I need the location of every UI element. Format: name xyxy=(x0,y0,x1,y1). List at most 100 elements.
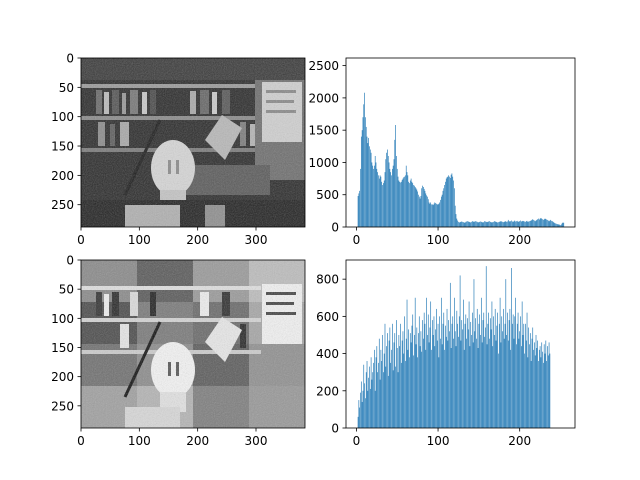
y-tick-label: 0 xyxy=(331,221,339,235)
y-tick-label: 50 xyxy=(59,81,74,95)
histogram-bar xyxy=(482,320,484,428)
histogram-bar xyxy=(466,338,467,428)
histogram-bar xyxy=(476,221,477,227)
histogram-bar xyxy=(469,222,471,227)
histogram-bar xyxy=(363,364,365,428)
histogram-bar xyxy=(374,390,376,428)
histogram-bar xyxy=(510,221,512,227)
histogram-bar xyxy=(417,357,418,428)
histogram-bar xyxy=(394,333,396,428)
histogram-bar xyxy=(409,357,410,428)
histogram-bar xyxy=(518,338,520,428)
histogram-bar xyxy=(521,221,522,227)
histogram-bar xyxy=(362,117,364,227)
histogram-bar xyxy=(375,357,377,428)
histogram-bar xyxy=(426,297,427,428)
histogram-bar xyxy=(368,137,369,227)
histogram-bar xyxy=(417,191,418,227)
histogram-bar xyxy=(468,221,470,227)
histogram-bar xyxy=(454,297,455,428)
histogram-bar xyxy=(377,172,378,227)
histogram-bar xyxy=(390,172,392,227)
histogram-bar xyxy=(511,268,512,428)
histogram-bar xyxy=(431,349,432,428)
histogram-bar xyxy=(507,312,508,428)
histogram-bar xyxy=(459,275,461,428)
histogram-bar xyxy=(500,342,502,428)
histogram-bar xyxy=(486,222,488,227)
x-tick-label: 0 xyxy=(353,233,361,247)
histogram-bar xyxy=(459,222,461,227)
histogram-bar xyxy=(537,340,538,428)
histogram-bar xyxy=(445,336,447,428)
histogram-bar xyxy=(457,323,458,428)
histogram-bar xyxy=(379,175,381,227)
histogram-bar xyxy=(383,372,384,428)
histogram-bar xyxy=(396,320,397,428)
histogram-bar xyxy=(485,327,486,428)
histogram-bar xyxy=(479,221,481,227)
histogram-bar xyxy=(430,202,432,227)
y-tick-label: 0 xyxy=(331,422,339,436)
histogram-bar xyxy=(475,221,476,227)
histogram-bar xyxy=(536,348,538,428)
histogram-bar xyxy=(422,320,423,428)
y-tick-label: 250 xyxy=(51,198,74,212)
histogram-bar xyxy=(529,221,530,227)
histogram-bar xyxy=(408,181,409,227)
axes-frame xyxy=(80,57,306,228)
histogram-bar xyxy=(415,188,417,227)
histogram-bar xyxy=(413,355,414,428)
histogram-bar xyxy=(561,224,562,227)
histogram-bar xyxy=(508,221,510,227)
histogram-bar xyxy=(531,338,533,428)
histogram-bar xyxy=(470,321,472,428)
histogram-bar xyxy=(374,349,375,428)
histogram-bar xyxy=(532,327,534,428)
histogram-bar xyxy=(460,221,462,227)
histogram-bar xyxy=(409,183,410,227)
histogram-bar xyxy=(435,203,436,227)
histogram-bar xyxy=(430,301,432,428)
axes-frame xyxy=(80,259,306,429)
histogram-bar xyxy=(454,188,455,227)
histogram-bar xyxy=(447,176,449,227)
histogram-bar xyxy=(498,221,500,227)
histogram-bar xyxy=(512,314,514,428)
histogram-bar xyxy=(477,222,479,227)
histogram-bar xyxy=(556,223,557,227)
histogram-bar xyxy=(432,334,434,428)
histogram-bar xyxy=(384,323,386,428)
histogram-bar xyxy=(453,180,454,227)
histogram-bar xyxy=(483,312,485,428)
histogram-bar xyxy=(483,222,485,227)
histogram-bar xyxy=(494,308,496,428)
histogram-bar xyxy=(448,175,449,227)
histogram-bar xyxy=(481,342,483,428)
histogram-bar xyxy=(380,176,382,227)
histogram-bar xyxy=(499,297,501,428)
y-tick-label: 600 xyxy=(316,310,339,324)
histogram-bar xyxy=(498,222,499,227)
histogram-bar xyxy=(380,349,382,428)
histogram-bar xyxy=(432,205,434,227)
histogram-bar xyxy=(396,155,397,227)
histogram-bar xyxy=(369,146,370,227)
histogram-bar xyxy=(521,221,523,227)
histogram-bar xyxy=(418,196,420,227)
histogram-bar xyxy=(433,316,435,428)
histogram-bar xyxy=(545,340,547,428)
histogram-bar xyxy=(414,334,415,428)
y-tick-label: 200 xyxy=(51,370,74,384)
histogram-bar xyxy=(498,323,500,428)
histogram-bar xyxy=(398,180,400,227)
histogram-bar xyxy=(534,355,536,428)
histogram-bar xyxy=(450,174,452,227)
histogram-bar xyxy=(405,165,407,227)
histogram-bar xyxy=(433,203,435,227)
histogram-bar xyxy=(562,222,564,227)
histogram-bar xyxy=(408,329,409,428)
histogram-bar xyxy=(373,362,374,428)
histogram-bar xyxy=(487,221,489,227)
histogram-bar xyxy=(445,178,447,227)
